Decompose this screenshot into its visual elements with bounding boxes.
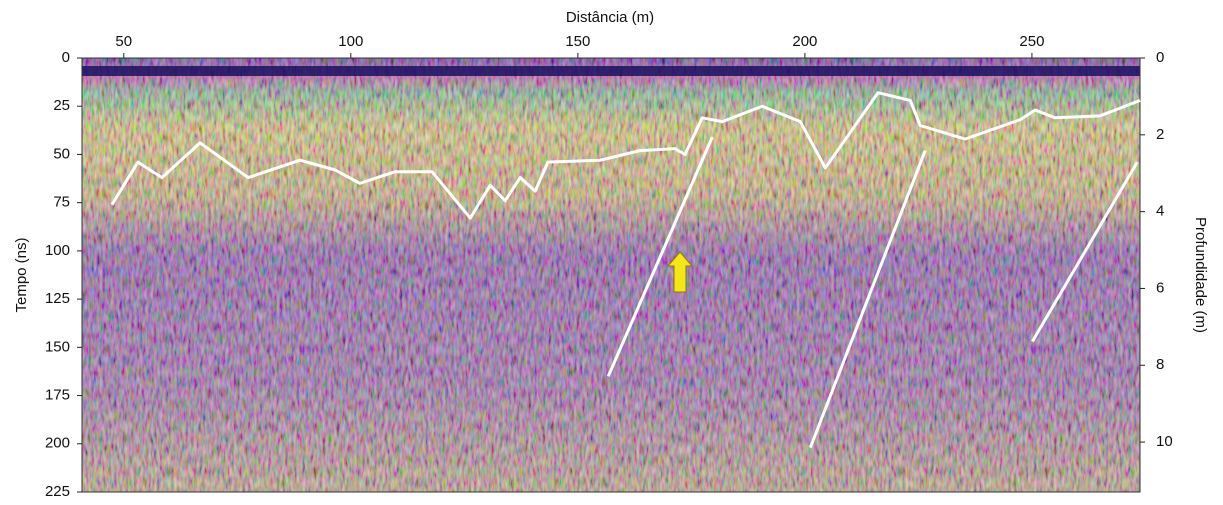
y-tick-label: 125: [45, 290, 70, 307]
radargram-texture: [82, 58, 1140, 492]
y-tick-label: 50: [53, 145, 70, 162]
y-tick-label: 100: [45, 242, 70, 259]
x-axis-title: Distância (m): [566, 9, 654, 26]
x-tick-label: 150: [565, 33, 590, 50]
y-tick-label: 75: [53, 194, 70, 211]
y2-tick-label: 6: [1156, 279, 1164, 296]
x-tick-label: 100: [338, 33, 363, 50]
y-tick-label: 175: [45, 387, 70, 404]
x-tick-label: 250: [1019, 33, 1044, 50]
y-tick-label: 0: [62, 49, 70, 66]
x-tick-label: 50: [115, 33, 132, 50]
y2-tick-label: 2: [1156, 126, 1164, 143]
radargram: [82, 58, 1140, 492]
y2-tick-label: 10: [1156, 433, 1173, 450]
y-tick-label: 150: [45, 338, 70, 355]
y-tick-label: 25: [53, 97, 70, 114]
y-tick-label: 200: [45, 435, 70, 452]
y2-tick-label: 8: [1156, 356, 1164, 373]
y-tick-label: 225: [45, 483, 70, 500]
direct-wave-band: [82, 66, 1140, 76]
y2-tick-label: 4: [1156, 203, 1164, 220]
y2-tick-label: 0: [1156, 49, 1164, 66]
chart: Distância (m) Tempo (ns) Profundidade (m…: [0, 0, 1223, 500]
x-tick-label: 200: [792, 33, 817, 50]
y-axis-title: Tempo (ns): [13, 237, 30, 312]
y2-axis-title: Profundidade (m): [1192, 217, 1209, 333]
